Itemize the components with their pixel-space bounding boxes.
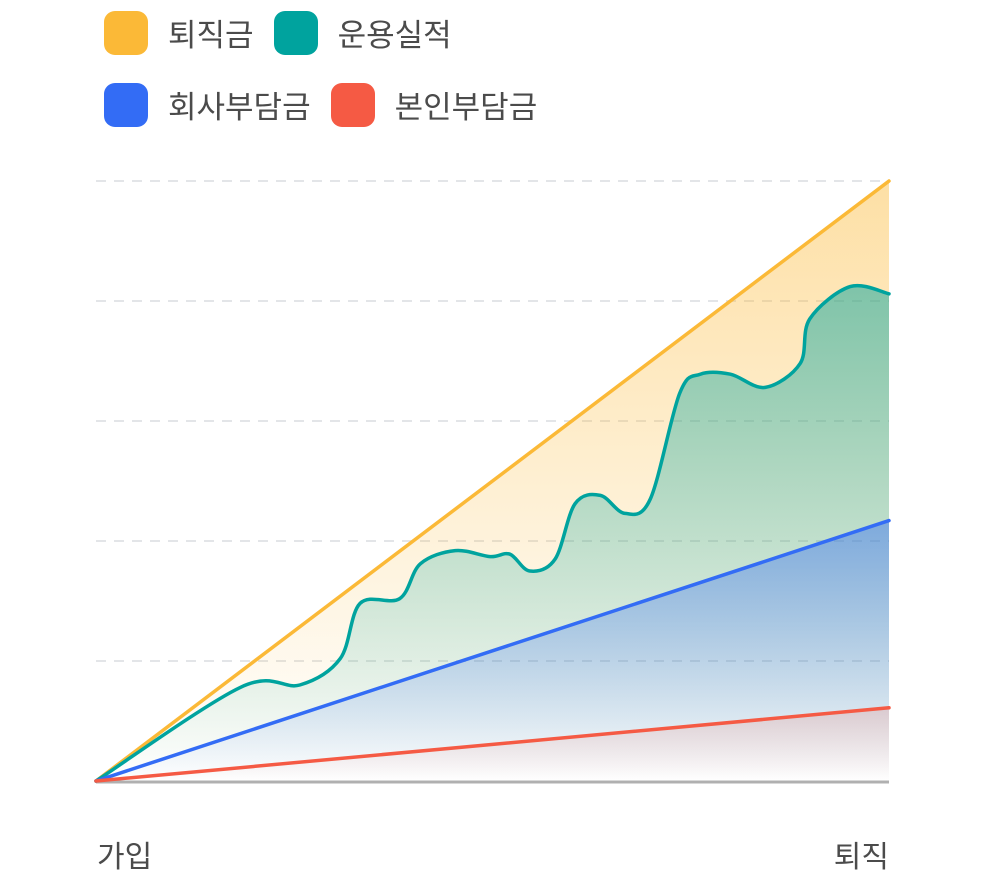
legend-swatch: [330, 82, 375, 127]
legend-swatch: [273, 10, 318, 55]
series-line-2: [94, 518, 891, 783]
legend-row-1: 퇴직금 운용실적: [104, 10, 472, 55]
legend-item-personal: 본인부담금: [330, 82, 538, 127]
series-line-3: [94, 706, 891, 783]
x-tick-label-start: 가입: [97, 840, 153, 875]
series-line-1: [94, 283, 891, 783]
legend-label: 회사부담금: [168, 90, 311, 126]
legend-item-performance: 운용실적: [273, 10, 452, 55]
legend-swatch: [104, 82, 148, 127]
legend-item-company: 회사부담금: [104, 82, 311, 127]
legend-label: 운용실적: [337, 18, 452, 54]
legend-label: 퇴직금: [168, 18, 254, 54]
legend-row-2: 회사부담금 본인부담금: [104, 82, 557, 127]
legend-swatch: [104, 10, 148, 55]
series-line-0: [94, 179, 891, 783]
x-tick-label-end: 퇴직: [833, 840, 889, 875]
legend-item-retirement: 퇴직금: [104, 10, 254, 55]
legend-label: 본인부담금: [394, 90, 538, 126]
